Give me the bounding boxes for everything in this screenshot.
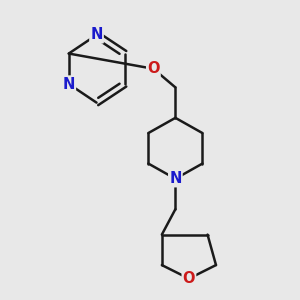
- Text: O: O: [183, 271, 195, 286]
- Text: N: N: [90, 27, 103, 42]
- Text: N: N: [63, 76, 75, 92]
- Text: O: O: [147, 61, 160, 76]
- Text: N: N: [169, 171, 182, 186]
